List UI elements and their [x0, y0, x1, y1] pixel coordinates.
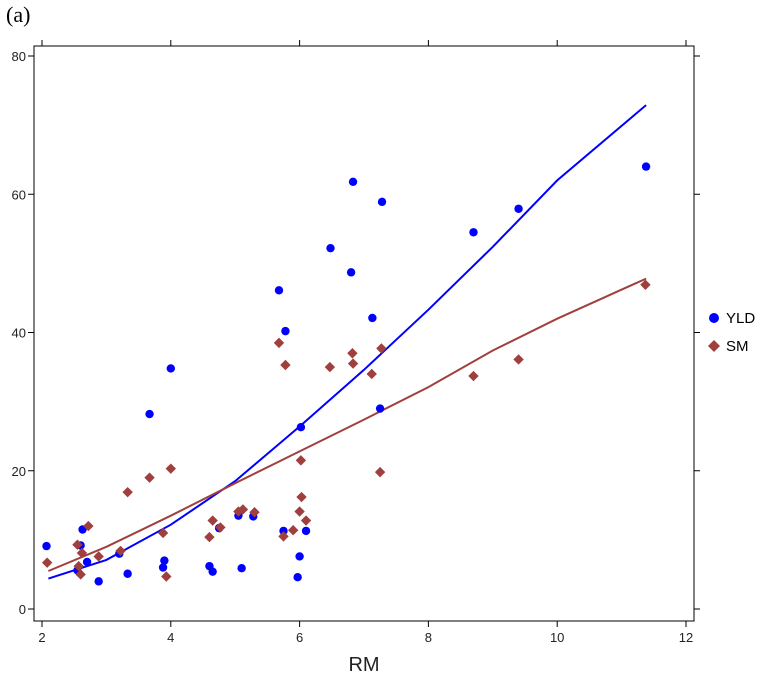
point-yld	[123, 569, 132, 578]
point-yld	[469, 228, 478, 237]
point-sm	[122, 486, 133, 498]
point-yld	[145, 409, 154, 419]
x-tick-label: 6	[296, 630, 303, 645]
point-sm	[115, 545, 126, 557]
point-yld	[641, 162, 651, 171]
point-yld	[279, 526, 288, 536]
point-sm	[513, 354, 524, 365]
point-yld	[208, 567, 217, 576]
point-sm	[278, 531, 289, 542]
point-sm	[296, 491, 307, 503]
y-tick-label: 80	[12, 49, 26, 64]
y-tick-label: 60	[12, 187, 26, 202]
point-sm	[468, 370, 479, 382]
point-yld	[281, 326, 290, 336]
point-sm	[374, 466, 386, 478]
y-tick-label: 20	[12, 464, 26, 479]
point-yld	[237, 564, 246, 573]
point-sm	[204, 531, 215, 543]
point-sm	[324, 361, 336, 373]
plot-frame	[33, 45, 695, 622]
point-yld	[94, 577, 103, 586]
point-sm	[300, 515, 312, 526]
ticks-layer: 2 4 6 8 10 12 0 20 40 60 80	[12, 40, 700, 645]
point-yld	[301, 526, 311, 536]
fit-line-yld	[48, 104, 647, 580]
point-sm	[161, 571, 172, 582]
point-yld	[158, 563, 168, 572]
point-sm	[72, 539, 83, 550]
point-yld	[368, 313, 377, 323]
point-yld	[375, 404, 385, 413]
x-tick-label: 12	[679, 630, 693, 645]
x-axis-title: RM	[348, 654, 379, 676]
point-sm	[83, 520, 94, 532]
legend: YLD SM	[708, 310, 755, 355]
point-sm	[215, 522, 226, 533]
point-sm	[93, 551, 104, 562]
point-sm	[347, 348, 358, 359]
point-sm	[347, 358, 359, 369]
point-yld	[166, 364, 175, 373]
panel-label: (a)	[6, 2, 31, 27]
data-points	[41, 162, 651, 586]
point-yld	[293, 573, 302, 582]
point-yld	[296, 423, 306, 432]
point-sm	[249, 507, 260, 518]
point-sm	[157, 527, 169, 539]
fit-line-sm	[48, 277, 647, 572]
point-yld	[295, 552, 304, 561]
x-tick-label: 10	[550, 630, 564, 645]
point-yld	[346, 268, 356, 277]
fit-lines	[48, 104, 647, 580]
point-sm	[41, 557, 53, 568]
point-sm	[73, 560, 84, 572]
legend-marker-yld	[709, 313, 719, 323]
legend-marker-sm	[708, 340, 720, 352]
point-yld	[377, 197, 387, 207]
point-sm	[76, 547, 88, 559]
point-sm	[366, 368, 377, 380]
point-sm	[237, 504, 249, 515]
y-tick-label: 0	[19, 602, 26, 617]
point-sm	[280, 359, 291, 371]
point-yld	[514, 204, 523, 213]
y-tick-label: 40	[12, 326, 26, 341]
x-tick-label: 2	[38, 630, 45, 645]
point-yld	[348, 177, 358, 187]
legend-label-yld: YLD	[726, 310, 755, 327]
point-yld	[42, 541, 51, 551]
point-sm	[75, 569, 86, 580]
point-yld	[326, 243, 335, 253]
x-tick-label: 4	[167, 630, 174, 645]
point-sm	[295, 455, 307, 466]
x-tick-label: 8	[425, 630, 432, 645]
point-sm	[287, 524, 299, 536]
point-sm	[294, 506, 305, 517]
point-yld	[274, 286, 284, 295]
point-sm	[376, 343, 387, 354]
point-yld	[82, 557, 92, 567]
point-sm	[207, 515, 218, 526]
point-sm	[165, 463, 176, 474]
point-sm	[273, 337, 285, 349]
legend-label-sm: SM	[726, 338, 749, 355]
point-yld	[160, 556, 169, 565]
point-sm	[144, 472, 155, 483]
point-sm	[640, 279, 651, 291]
